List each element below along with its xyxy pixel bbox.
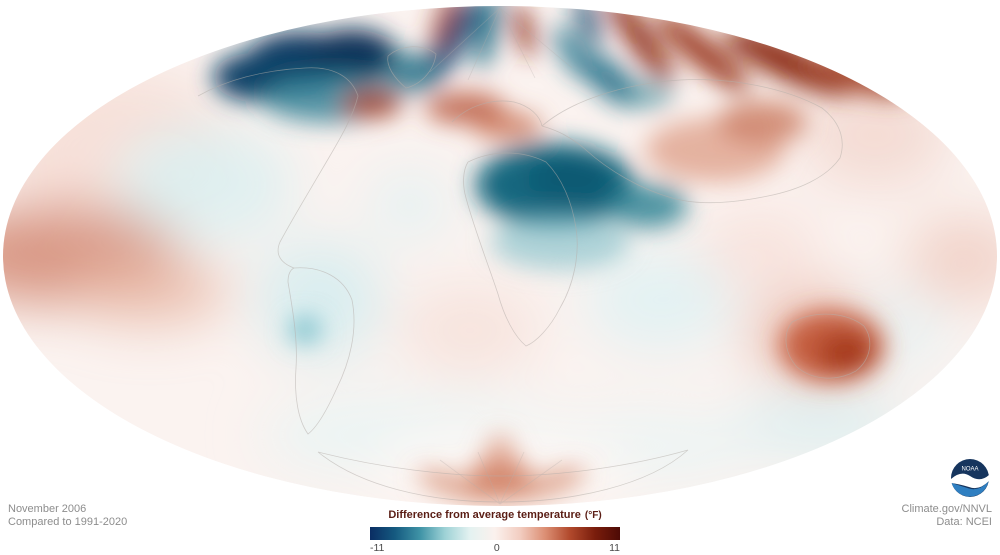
legend: Difference from average temperature (°F) … — [370, 505, 620, 554]
legend-units: (°F) — [584, 510, 602, 521]
legend-tick-min: -11 — [370, 542, 385, 554]
credits-block: Climate.gov/NNVL Data: NCEI — [902, 503, 992, 529]
map-date: November 2006 — [8, 503, 87, 515]
world-map — [3, 6, 997, 506]
continent-outlines — [197, 7, 871, 505]
temperature-anomaly-map — [3, 6, 997, 506]
map-date-block: November 2006 Compared to 1991-2020 — [8, 503, 127, 529]
credit-source: Climate.gov/NNVL — [901, 503, 992, 515]
noaa-logo-text: NOAA — [961, 467, 978, 473]
credit-data: Data: NCEI — [936, 516, 992, 528]
legend-title-row: Difference from average temperature (°F) — [370, 505, 620, 523]
legend-tick-max: 11 — [609, 542, 620, 554]
strong-anomaly-blobs — [213, 6, 945, 502]
legend-title: Difference from average temperature — [388, 509, 581, 521]
map-baseline: Compared to 1991-2020 — [8, 516, 128, 528]
noaa-logo: NOAA — [951, 459, 989, 497]
legend-colorbar — [370, 527, 620, 540]
legend-tick-mid: 0 — [493, 542, 500, 554]
legend-ticks: -11 0 11 — [370, 542, 620, 554]
